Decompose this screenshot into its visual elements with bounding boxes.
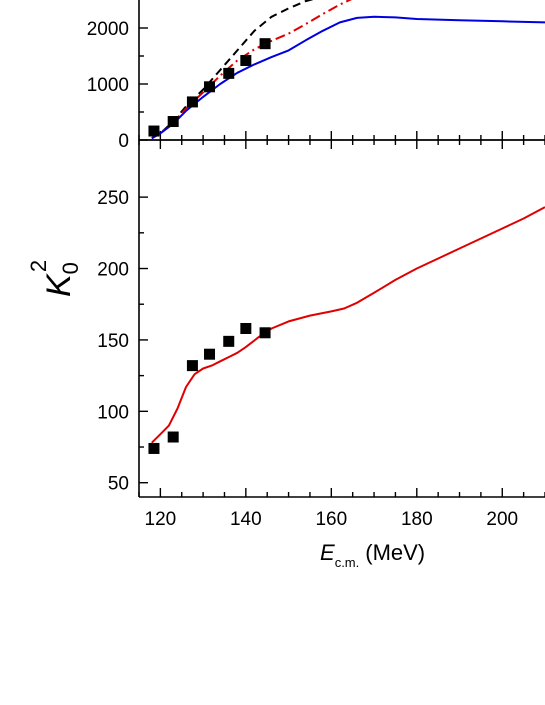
- top-panel-series: [148, 0, 545, 140]
- bottom-y-tick-label: 50: [108, 474, 129, 495]
- y-axis-title: K02: [26, 260, 83, 297]
- top-series-line-dash-dot: [151, 0, 353, 140]
- bottom-y-tick-label: 200: [97, 260, 129, 281]
- top-data-point: [240, 54, 252, 66]
- bottom-y-tick-label: 100: [97, 402, 129, 423]
- top-panel-tick-labels: 0 1000 2000: [87, 19, 129, 152]
- bottom-panel-tick-labels: 50 100 150 200 250 120 140 160 180 200: [97, 188, 518, 530]
- bottom-data-point: [204, 348, 216, 360]
- top-y-tick-label: 2000: [87, 19, 129, 40]
- top-data-point: [204, 81, 216, 93]
- x-axis-title-main: E: [320, 540, 335, 565]
- top-data-point: [167, 116, 179, 128]
- bottom-data-point: [186, 360, 198, 372]
- bottom-panel-ticks: [138, 140, 545, 497]
- top-data-point: [259, 38, 271, 50]
- bottom-y-tick-label: 250: [97, 188, 129, 209]
- bottom-x-tick-label: 180: [401, 509, 433, 530]
- bottom-data-point: [148, 442, 160, 454]
- bottom-x-tick-label: 140: [230, 509, 262, 530]
- x-axis-title: Ec.m. (MeV): [320, 540, 425, 570]
- x-axis-title-sub: c.m.: [335, 555, 360, 570]
- bottom-series-line-solid: [151, 206, 545, 444]
- top-series-line-solid: [151, 15, 545, 140]
- bottom-y-tick-label: 150: [97, 331, 129, 352]
- bottom-x-tick-label: 160: [315, 509, 347, 530]
- bottom-data-point: [167, 431, 179, 443]
- top-data-point: [148, 125, 160, 137]
- top-panel-ticks: [138, 27, 545, 141]
- top-series-line-dashed: [151, 0, 314, 140]
- y-axis-title-sup: 2: [26, 260, 51, 272]
- bottom-x-tick-label: 200: [486, 509, 518, 530]
- top-y-tick-label: 0: [118, 131, 129, 152]
- bottom-data-point: [223, 335, 235, 347]
- bottom-data-point: [240, 322, 252, 334]
- y-axis-title-main: K: [40, 273, 78, 297]
- top-data-point: [223, 67, 235, 79]
- top-y-tick-label: 1000: [87, 75, 129, 96]
- top-data-point: [186, 96, 198, 108]
- x-axis-title-unit: (MeV): [365, 540, 425, 565]
- svg-text:K02: K02: [26, 260, 83, 297]
- bottom-panel: 50 100 150 200 250 120 140 160 180 200 Ec.m. (MeV)…: [26, 139, 545, 570]
- bottom-x-tick-label: 120: [145, 509, 177, 530]
- bottom-panel-series: [148, 206, 545, 454]
- top-panel: 0 1000 2000: [87, 0, 545, 152]
- bottom-data-point: [259, 327, 271, 339]
- y-axis-title-sub: 0: [58, 262, 83, 274]
